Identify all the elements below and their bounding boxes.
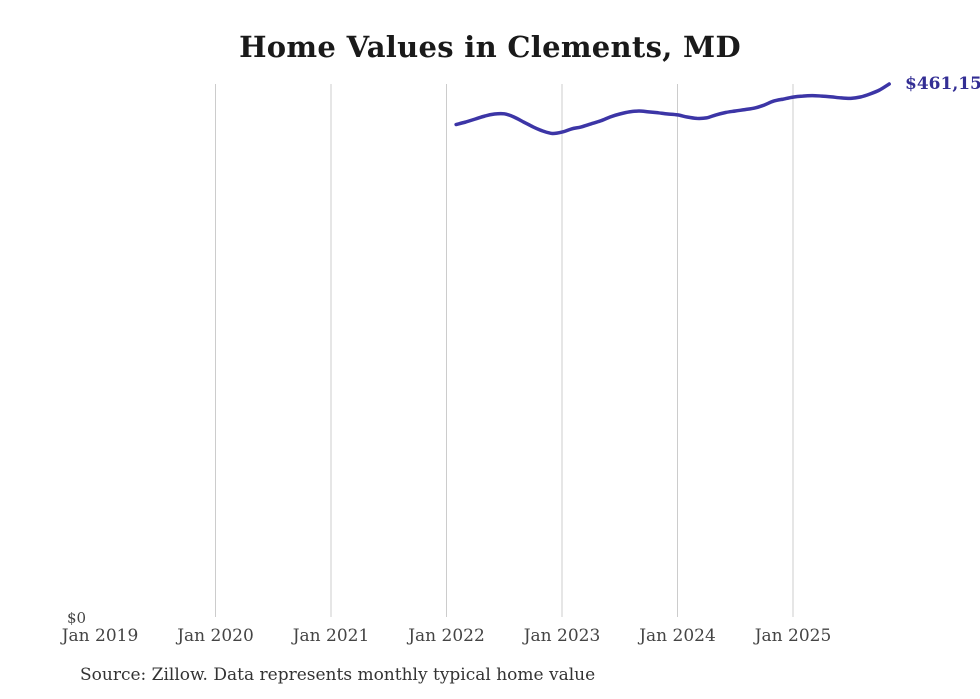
value-line — [454, 82, 891, 136]
x-tick-label: Jan 2021 — [291, 626, 370, 646]
x-tick-label: Jan 2023 — [522, 626, 601, 646]
x-tick-label: Jan 2020 — [175, 626, 254, 646]
x-tick-label: Jan 2025 — [753, 626, 832, 646]
source-note: Source: Zillow. Data represents monthly … — [80, 665, 596, 685]
x-tick-label: Jan 2019 — [60, 626, 139, 646]
x-tick-label: Jan 2024 — [637, 626, 716, 646]
x-tick-label: Jan 2022 — [406, 626, 485, 646]
current-value-label: $461,155 — [905, 74, 980, 94]
chart-title: Home Values in Clements, MD — [239, 30, 741, 64]
y-axis-zero-label: $0 — [67, 609, 87, 627]
